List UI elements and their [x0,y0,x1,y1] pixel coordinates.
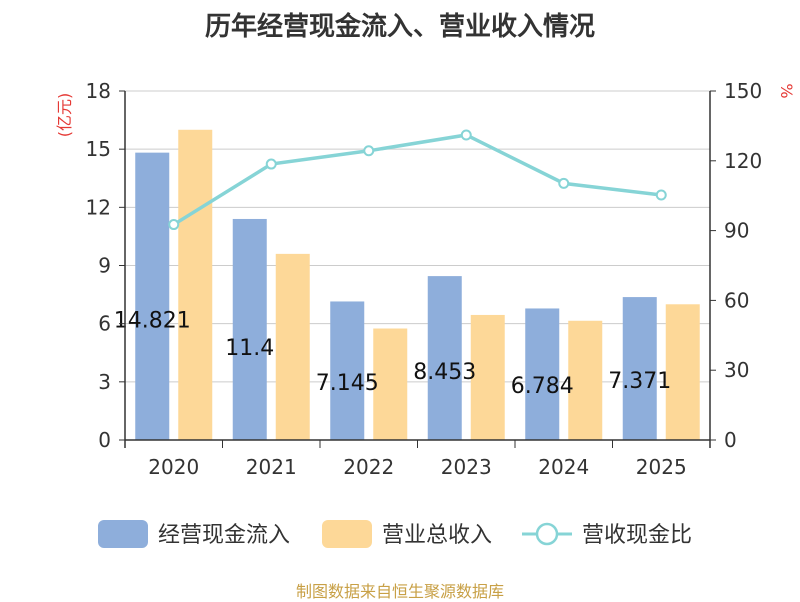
bars [135,129,700,441]
axes: 0 3 6 9 12 15 18 0 30 60 90 120 150 2020 2021 2022 2023 2… [86,79,763,479]
right-axis-unit: % [777,83,796,98]
bar-cash-inflow [622,297,657,440]
bar-revenue [665,304,700,440]
bar-revenue [568,320,603,440]
legend-label-ratio: 营收现金比 [582,523,692,548]
bar-revenue [470,314,505,440]
right-tick-label: 90 [724,219,749,243]
left-tick-label: 0 [98,428,111,452]
bar-cash-inflow [135,152,170,441]
left-axis-unit: (亿元) [55,93,74,138]
bar-revenue [275,253,310,440]
chart-title: 历年经营现金流入、营业收入情况 [204,12,595,42]
bar-value-label: 7.145 [316,371,379,396]
bar-value-label: 7.371 [608,369,671,394]
left-tick-label: 12 [86,195,111,219]
ratio-point [558,177,570,189]
legend-swatch-revenue [322,520,372,548]
bar-value-label: 14.821 [114,308,191,333]
x-tick-label: 2022 [343,455,394,479]
bar-cash-inflow [330,301,365,440]
x-tick-label: 2023 [441,455,492,479]
ratio-point [265,158,277,170]
left-tick-label: 18 [86,79,111,103]
left-tick-label: 9 [98,254,111,278]
legend-swatch-cash-inflow [98,520,148,548]
x-tick-label: 2024 [538,455,589,479]
right-tick-label: 150 [724,79,762,103]
legend-swatch-ratio-marker [535,522,559,546]
right-tick-label: 60 [724,288,749,312]
left-tick-label: 6 [98,312,111,336]
ratio-line [168,129,667,231]
ratio-point [655,189,667,201]
legend-label-cash-inflow: 经营现金流入 [158,523,290,548]
bar-value-label: 6.784 [511,374,574,399]
x-tick-label: 2021 [246,455,297,479]
bar-value-label: 8.453 [413,360,476,385]
ratio-series-line [172,133,662,227]
bar-cash-inflow [525,308,560,440]
data-source-note: 制图数据来自恒生聚源数据库 [295,582,504,601]
bar-cash-inflow [427,276,462,440]
left-tick-label: 15 [86,137,111,161]
ratio-point [363,145,375,157]
bar-cash-inflow [232,218,267,440]
bar-revenue [178,129,213,440]
x-tick-label: 2025 [636,455,687,479]
bar-value-label: 11.4 [225,336,274,361]
left-tick-label: 3 [98,370,111,394]
bar-labels: 14.821 11.4 7.145 8.453 6.784 7.371 [114,308,671,398]
right-tick-label: 30 [724,358,749,382]
right-tick-label: 120 [724,149,762,173]
legend: 经营现金流入 营业总收入 营收现金比 [98,520,692,548]
ratio-point [168,219,180,231]
bar-revenue [373,328,408,440]
ratio-point [460,129,472,141]
x-tick-label: 2020 [148,455,199,479]
gridlines [125,90,710,383]
right-tick-label: 0 [724,428,737,452]
legend-label-revenue: 营业总收入 [382,523,492,548]
